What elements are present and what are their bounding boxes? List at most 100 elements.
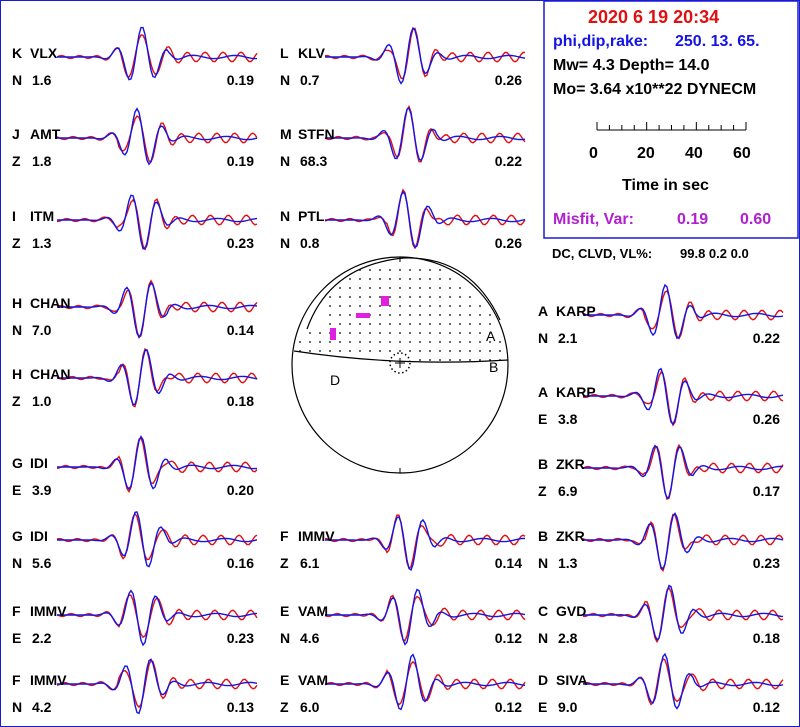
synthetic-trace [583,367,784,426]
amplitude-ratio: 0.18 [753,630,780,646]
dot [429,341,431,343]
panel-id: F [12,603,21,619]
synthetic-trace [57,26,257,81]
dot [389,314,391,316]
amplitude-ratio: 0.23 [227,235,254,251]
dot [419,269,421,271]
dot [349,305,351,307]
dot [439,359,441,361]
observed-trace [324,104,526,163]
dot [409,341,411,343]
dot [379,332,381,334]
waveform-panel: M STFN N 68.3 0.22 [280,104,526,169]
dot [439,296,441,298]
dot [449,359,451,361]
dot [429,359,431,361]
component: E [12,630,21,646]
dot [389,350,391,352]
dot [329,341,331,343]
panel-id: E [280,672,289,688]
panel-id: F [12,672,21,688]
amplitude-ratio: 0.23 [227,630,254,646]
synthetic-trace [57,281,258,339]
dot [349,296,351,298]
dot [329,296,331,298]
dot [429,350,431,352]
station-name: VAM [298,603,328,619]
beachball-cluster-marks [330,296,389,340]
beachball-station-d: D [330,372,340,388]
dot [479,341,481,343]
cluster-mark-2 [381,296,389,306]
waveform-panel: A KARP E 3.8 0.26 [538,367,784,427]
dot [459,305,461,307]
station-name: IMMV [298,528,335,544]
dot [379,314,381,316]
station-name: ZKR [556,456,585,472]
observed-trace [56,436,258,494]
synthetic-trace [325,107,526,162]
weight-value: 5.6 [32,555,52,571]
dot [409,287,411,289]
waveform-panel: G IDI E 3.9 0.20 [12,435,258,498]
dot [379,269,381,271]
dot [419,278,421,280]
observed-trace [56,512,258,561]
waveform-panel: F IMMV E 2.2 0.23 [12,589,258,647]
dot [449,332,451,334]
dot [459,323,461,325]
dot [489,359,491,361]
dot [429,323,431,325]
panel-id: N [280,208,290,224]
amplitude-ratio: 0.26 [495,235,522,251]
waveform-panel: A KARP N 2.1 0.22 [538,283,784,346]
dot [399,269,401,271]
waveform-panel: H CHAN Z 1.0 0.18 [12,347,258,409]
dot [489,350,491,352]
waveform-panel: E VAM N 4.6 0.12 [280,588,526,646]
dot [379,296,381,298]
synthetic-trace [583,283,784,340]
dot [449,350,451,352]
time-axis-ticks [596,122,747,130]
dot [339,296,341,298]
weight-value: 2.8 [558,630,578,646]
dot [429,314,431,316]
dot [399,323,401,325]
component: Z [12,393,21,409]
weight-value: 1.6 [32,72,52,88]
dot [439,287,441,289]
component: E [538,699,547,715]
dot [339,314,341,316]
dot [309,332,311,334]
dot [399,332,401,334]
dot [339,341,341,343]
dc-clvd-values: 99.8 0.2 0.0 [680,246,749,261]
station-name: IDI [30,455,48,471]
waveform-panel: D SIVA E 9.0 0.12 [538,652,784,715]
waveform-panel: E VAM Z 6.0 0.12 [280,653,526,715]
dot [399,287,401,289]
observed-trace [582,513,784,573]
synthetic-trace [583,584,784,641]
weight-value: 1.8 [32,153,52,169]
dot [369,341,371,343]
dot [369,296,371,298]
amplitude-ratio: 0.12 [753,699,780,715]
station-name: CHAN [30,295,70,311]
waveform-panel: H CHAN N 7.0 0.14 [12,279,258,339]
misfit-label: Misfit, Var: [553,211,634,228]
dot [429,269,431,271]
dot [309,341,311,343]
weight-value: 4.2 [32,699,52,715]
dot [359,332,361,334]
component: N [12,72,22,88]
dot [349,323,351,325]
dc-clvd-label: DC, CLVD, VL%: [552,246,652,261]
beachball-station-a: A [486,328,496,344]
amplitude-ratio: 0.14 [495,555,522,571]
panel-id: K [12,45,22,61]
dot [409,296,411,298]
dot [399,296,401,298]
waveform-panel: F IMMV Z 6.1 0.14 [280,514,526,572]
